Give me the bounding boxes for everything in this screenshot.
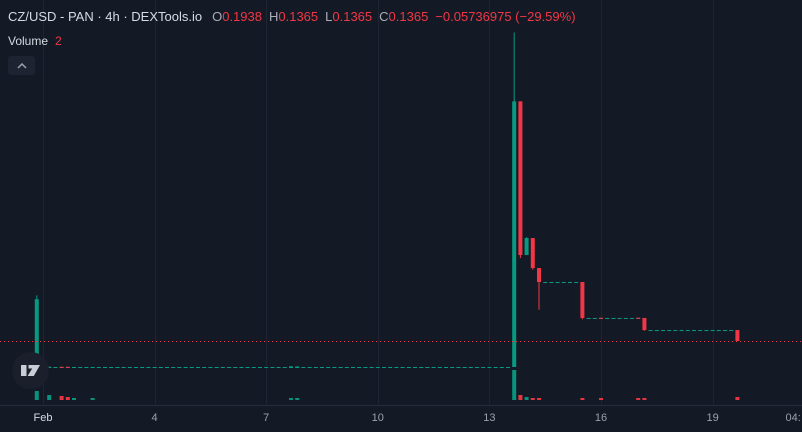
legend: CZ/USD - PAN · 4h · DEXTools.io O 0.1938 … — [8, 9, 576, 75]
time-axis-label: Feb — [33, 412, 53, 424]
time-axis-label: 4 — [151, 412, 158, 424]
volume-legend[interactable]: Volume 2 — [8, 34, 576, 48]
time-axis-label: 10 — [371, 412, 384, 424]
time-axis-label: 04: — [785, 412, 801, 424]
legend-collapse-button[interactable] — [8, 56, 35, 75]
symbol-legend-row: CZ/USD - PAN · 4h · DEXTools.io O 0.1938 … — [8, 9, 576, 24]
time-axis-label: 19 — [706, 412, 719, 424]
ohlc-low: L 0.1365 — [325, 9, 373, 24]
tradingview-logo[interactable] — [12, 352, 49, 389]
candles — [34, 32, 740, 368]
time-axis-label: 7 — [263, 412, 270, 424]
ohlc-close: C 0.1365 — [379, 9, 429, 24]
ohlc-values: O 0.1938 H 0.1365 L 0.1365 C 0.1365 −0.05736… — [212, 9, 575, 24]
volume-value: 2 — [55, 34, 62, 48]
ohlc-open: O 0.1938 — [212, 9, 262, 24]
time-axis-label: 16 — [594, 412, 608, 424]
tradingview-logo-icon — [12, 352, 49, 389]
time-axis-label: 13 — [483, 412, 496, 424]
symbol-title[interactable]: CZ/USD - PAN · 4h · DEXTools.io — [8, 9, 203, 24]
chevron-up-icon — [16, 62, 27, 69]
grid-lines — [43, 0, 714, 405]
change-value: −0.05736975 (−29.59%) — [435, 9, 576, 24]
ohlc-high: H 0.1365 — [268, 9, 319, 24]
volume-label: Volume — [8, 34, 49, 48]
time-axis[interactable]: Feb 4 7 10 13 16 19 04: — [0, 405, 802, 432]
volume-bars — [34, 370, 740, 400]
